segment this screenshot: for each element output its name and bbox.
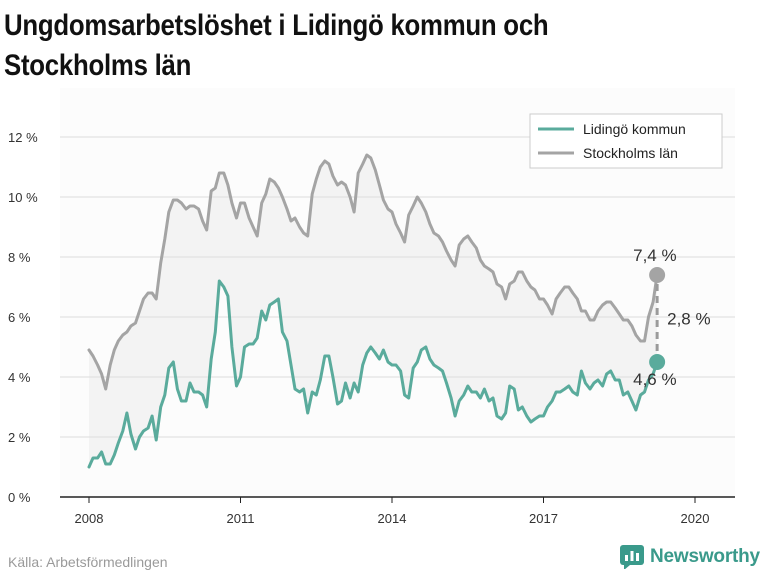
y-tick-label: 8 % bbox=[8, 250, 31, 265]
x-tick-label: 2014 bbox=[378, 511, 407, 526]
y-tick-label: 6 % bbox=[8, 310, 31, 325]
legend: Lidingö kommun Stockholms län bbox=[529, 113, 723, 169]
difference-label: 2,8 % bbox=[667, 310, 710, 329]
x-tick-label: 2011 bbox=[227, 511, 255, 526]
y-tick-label: 0 % bbox=[8, 490, 31, 505]
brand: Newsworthy bbox=[620, 545, 760, 569]
last-value-label-stockholm: 7,4 % bbox=[633, 246, 676, 265]
legend-label: Lidingö kommun bbox=[583, 121, 686, 137]
end-marker-stockholm bbox=[649, 267, 666, 283]
source-note: Källa: Arbetsförmedlingen bbox=[8, 554, 168, 570]
x-tick-label: 2008 bbox=[75, 511, 104, 526]
newsworthy-logo-icon bbox=[620, 545, 644, 569]
brand-name: Newsworthy bbox=[650, 546, 760, 567]
annotations: 7,4 % 4,6 % 2,8 % bbox=[633, 246, 710, 389]
axes: 0 % 2 % 4 % 6 % 8 % 10 % 12 % 2008 2011 2014 2017 2… bbox=[8, 130, 735, 526]
chart-title: Ungdomsarbetslöshet i Lidingö kommun och… bbox=[4, 9, 549, 82]
y-tick-label: 12 % bbox=[8, 130, 38, 145]
series-lines bbox=[87, 153, 659, 469]
y-tick-label: 10 % bbox=[8, 190, 38, 205]
last-value-label-lidingo: 4,6 % bbox=[633, 370, 676, 389]
x-tick-label: 2020 bbox=[681, 511, 710, 526]
legend-label: Stockholms län bbox=[583, 145, 678, 161]
end-marker-lidingo bbox=[649, 354, 666, 370]
series-line-stockholm bbox=[87, 153, 659, 391]
y-tick-label: 4 % bbox=[8, 370, 31, 385]
x-tick-label: 2017 bbox=[529, 511, 558, 526]
legend-box bbox=[529, 113, 723, 169]
y-tick-label: 2 % bbox=[8, 430, 31, 445]
series-line-lidingo bbox=[87, 279, 659, 469]
